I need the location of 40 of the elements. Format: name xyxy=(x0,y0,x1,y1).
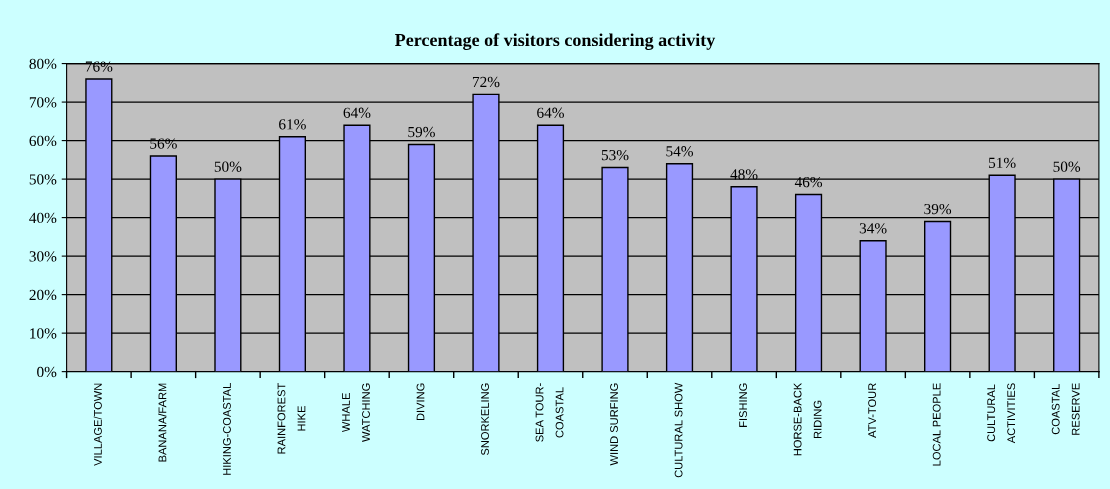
x-tick-label: BANANA/FARM xyxy=(158,383,167,462)
x-tick-label: VILLAGE/TOWN xyxy=(93,383,102,466)
x-tick-label: HORSE-BACK RIDING xyxy=(793,382,822,456)
chart-title: Percentage of visitors considering activity xyxy=(395,33,716,50)
data-label: 34% xyxy=(859,223,887,234)
data-label: 59% xyxy=(408,126,435,138)
data-label: 54% xyxy=(666,146,694,157)
x-tick-label: LOCAL PEOPLE xyxy=(932,383,941,466)
y-tick-label: 50% xyxy=(29,174,57,185)
data-label: 61% xyxy=(279,119,306,130)
x-tick-label: SNORKELING xyxy=(481,383,489,456)
data-label: 53% xyxy=(601,149,629,161)
x-tick-label: CULTURAL ACTIVITIES xyxy=(987,383,1016,444)
data-label: 50% xyxy=(1053,161,1081,172)
x-tick-label: WIND SURFING xyxy=(610,383,618,466)
x-tick-label: SEA TOUR- COASTAL xyxy=(535,383,564,442)
x-tick-label: HIKING-COASTAL xyxy=(223,383,231,475)
x-tick-label: FISHING xyxy=(739,383,748,427)
x-tick-label: DIVING xyxy=(416,383,425,421)
data-label: 46% xyxy=(794,176,823,188)
y-tick-label: 70% xyxy=(29,97,57,108)
y-tick-label: 30% xyxy=(29,251,57,262)
x-tick-label: RAINFOREST HIKE xyxy=(277,383,306,454)
y-tick-label: 60% xyxy=(29,135,57,147)
x-tick-label: COASTAL RESERVE xyxy=(1051,383,1080,435)
x-tick-label: WHALE WATCHING xyxy=(342,383,370,442)
data-label: 50% xyxy=(214,161,242,172)
x-tick-label: CULTURAL SHOW xyxy=(674,382,683,478)
data-label: 48% xyxy=(730,169,758,180)
data-label: 72% xyxy=(472,76,500,88)
y-tick-label: 80% xyxy=(29,58,57,70)
y-tick-label: 0% xyxy=(37,366,57,378)
data-label: 51% xyxy=(989,157,1016,169)
y-tick-label: 40% xyxy=(29,212,57,224)
data-label: 39% xyxy=(924,203,952,215)
y-tick-label: 20% xyxy=(29,289,57,301)
data-label: 64% xyxy=(343,107,371,118)
data-label: 64% xyxy=(537,107,564,118)
x-tick-label: ATV-TOUR xyxy=(868,383,877,438)
y-tick-label: 10% xyxy=(30,328,57,339)
